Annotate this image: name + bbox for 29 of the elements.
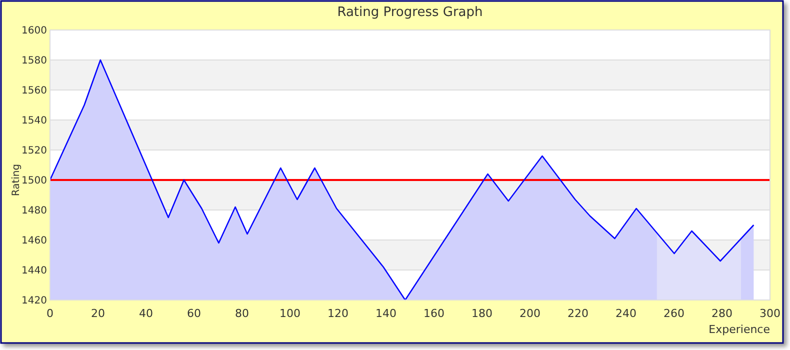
y-tick-label: 1440 [22, 266, 47, 276]
x-tick-label: 220 [568, 307, 588, 320]
x-tick-label: 180 [472, 307, 492, 320]
x-tick-label: 60 [187, 307, 201, 320]
x-axis-title: Experience [708, 323, 770, 336]
x-tick-label: 280 [712, 307, 732, 320]
y-tick-label: 1600 [22, 26, 47, 36]
x-tick-label: 80 [235, 307, 249, 320]
x-tick-label: 100 [280, 307, 300, 320]
x-tick-label: 200 [520, 307, 540, 320]
x-tick-label: 0 [46, 307, 54, 320]
y-tick-label: 1520 [22, 146, 47, 156]
y-axis-title: Rating [11, 164, 22, 196]
y-tick-label: 1540 [22, 116, 47, 126]
x-tick-label: 260 [664, 307, 684, 320]
y-tick-label: 1560 [22, 86, 47, 96]
x-tick-label: 40 [139, 307, 153, 320]
x-tick-label: 140 [376, 307, 396, 320]
y-tick-label: 1500 [22, 176, 47, 186]
x-tick-label: 300 [760, 307, 780, 320]
y-tick-label: 1480 [22, 206, 47, 216]
x-tick-label: 20 [91, 307, 105, 320]
x-tick-label: 240 [616, 307, 636, 320]
chart-title: Rating Progress Graph [337, 5, 483, 20]
x-tick-label: 160 [424, 307, 444, 320]
y-tick-label: 1460 [22, 236, 47, 246]
x-tick-label: 120 [328, 307, 348, 320]
y-tick-label: 1580 [22, 56, 47, 66]
y-tick-label: 1420 [22, 296, 47, 306]
